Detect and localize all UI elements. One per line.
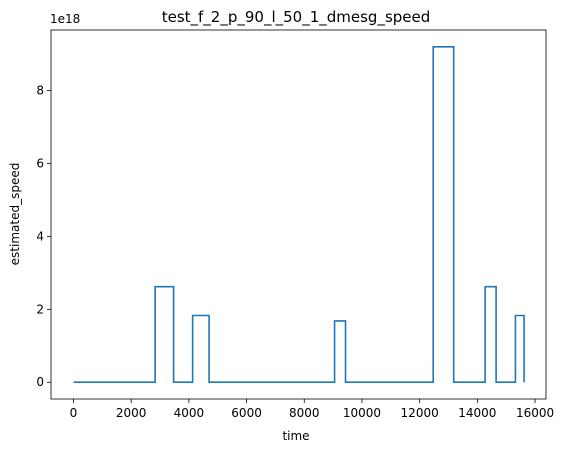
x-tick-label: 4000 <box>174 406 205 420</box>
x-axis-ticks: 0 2000 4000 6000 8000 10000 12000 14000 16000 <box>70 399 554 420</box>
y-offset-label: 1e18 <box>50 12 80 26</box>
y-axis-label: estimated_speed <box>8 163 22 266</box>
y-axis-ticks: 0 2 4 6 8 <box>36 84 51 389</box>
x-tick-label: 14000 <box>458 406 496 420</box>
series-line <box>73 45 525 384</box>
x-axis-label: time <box>282 429 309 443</box>
x-tick-label: 12000 <box>401 406 439 420</box>
x-tick-label: 16000 <box>516 406 554 420</box>
x-tick-label: 8000 <box>289 406 320 420</box>
x-tick-label: 10000 <box>343 406 381 420</box>
x-tick-label: 2000 <box>116 406 147 420</box>
x-tick-label: 6000 <box>231 406 262 420</box>
x-tick-label: 0 <box>70 406 78 420</box>
y-tick-label: 6 <box>36 156 44 170</box>
plot-frame <box>50 29 547 400</box>
y-tick-label: 4 <box>36 229 44 243</box>
y-tick-label: 8 <box>36 84 44 98</box>
y-tick-label: 0 <box>36 375 44 389</box>
y-tick-label: 2 <box>36 302 44 316</box>
chart-title: test_f_2_p_90_l_50_1_dmesg_speed <box>162 8 431 27</box>
